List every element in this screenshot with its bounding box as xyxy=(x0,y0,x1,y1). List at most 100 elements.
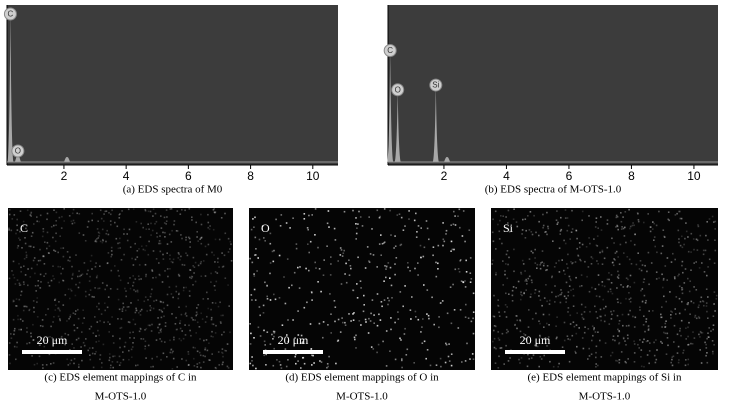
dot xyxy=(711,340,714,342)
dot xyxy=(641,300,644,302)
dot xyxy=(341,317,343,319)
dot xyxy=(694,316,696,318)
dot xyxy=(150,330,153,332)
dot xyxy=(45,364,48,366)
dot xyxy=(636,212,639,214)
dot xyxy=(206,291,208,294)
dot xyxy=(492,315,495,317)
dot xyxy=(707,336,710,338)
dot xyxy=(639,306,641,308)
dot xyxy=(35,290,37,292)
dot xyxy=(567,224,570,227)
dot xyxy=(311,214,313,216)
dot xyxy=(43,255,45,258)
dot xyxy=(542,313,545,316)
dot xyxy=(217,257,219,260)
dot xyxy=(176,210,179,212)
dot xyxy=(668,219,670,222)
dot xyxy=(46,212,49,215)
dot xyxy=(70,359,73,362)
dot xyxy=(119,247,121,249)
dot xyxy=(678,359,680,361)
dot xyxy=(226,343,229,345)
dot xyxy=(40,281,42,283)
dot xyxy=(523,291,525,294)
dot xyxy=(530,231,533,233)
dot xyxy=(17,245,20,247)
dot xyxy=(641,341,644,343)
dot xyxy=(394,273,396,276)
dot xyxy=(109,367,112,369)
dot xyxy=(565,281,568,284)
dot xyxy=(134,258,137,261)
dot xyxy=(128,358,130,361)
dot xyxy=(200,275,203,277)
dot xyxy=(132,264,135,266)
dot xyxy=(499,219,501,222)
dot xyxy=(207,243,210,246)
dot xyxy=(327,210,330,212)
dot xyxy=(295,362,297,365)
dot xyxy=(24,242,27,245)
dot xyxy=(254,299,257,301)
dot xyxy=(376,209,379,212)
dot xyxy=(670,310,672,313)
dot xyxy=(625,361,627,364)
dot xyxy=(22,225,24,227)
dot xyxy=(446,312,449,315)
dot xyxy=(649,342,651,344)
dot xyxy=(615,226,617,228)
dot xyxy=(20,294,22,296)
dot xyxy=(164,341,166,343)
dot xyxy=(572,288,574,290)
dot xyxy=(201,318,204,320)
dot xyxy=(460,280,463,282)
dot xyxy=(294,355,296,358)
dot xyxy=(91,295,94,298)
dot xyxy=(88,280,91,282)
dot xyxy=(119,279,122,282)
dot xyxy=(18,298,21,301)
dot xyxy=(100,217,103,220)
dot xyxy=(611,351,614,354)
dot xyxy=(647,213,649,215)
dot xyxy=(576,345,578,348)
dot xyxy=(159,235,161,237)
dot xyxy=(568,285,571,287)
dot xyxy=(95,335,97,337)
dot xyxy=(112,335,114,337)
dot xyxy=(634,316,637,319)
dot xyxy=(94,265,97,268)
dot xyxy=(119,337,121,340)
dot xyxy=(514,324,516,326)
dot xyxy=(82,234,85,236)
dot xyxy=(116,361,119,363)
dot xyxy=(624,360,627,363)
dot xyxy=(139,328,142,330)
dot xyxy=(548,303,551,305)
dot xyxy=(543,297,546,299)
dot xyxy=(505,332,508,334)
dot xyxy=(49,336,51,338)
dot xyxy=(70,290,73,292)
dot xyxy=(559,233,561,235)
dot xyxy=(352,313,354,315)
dot xyxy=(52,265,54,267)
dot xyxy=(353,336,356,339)
dot xyxy=(18,282,21,285)
dot xyxy=(196,236,198,238)
element-label: C xyxy=(20,221,28,235)
dot xyxy=(20,290,23,293)
dot xyxy=(117,269,119,272)
dot xyxy=(298,287,301,289)
dot xyxy=(621,313,624,316)
dot xyxy=(644,302,647,304)
dot xyxy=(15,358,17,361)
dot xyxy=(611,237,613,240)
dot xyxy=(326,366,328,369)
dot xyxy=(494,210,497,213)
dot xyxy=(54,309,57,311)
dot xyxy=(665,300,667,303)
dot xyxy=(99,240,102,243)
dot xyxy=(86,226,89,228)
